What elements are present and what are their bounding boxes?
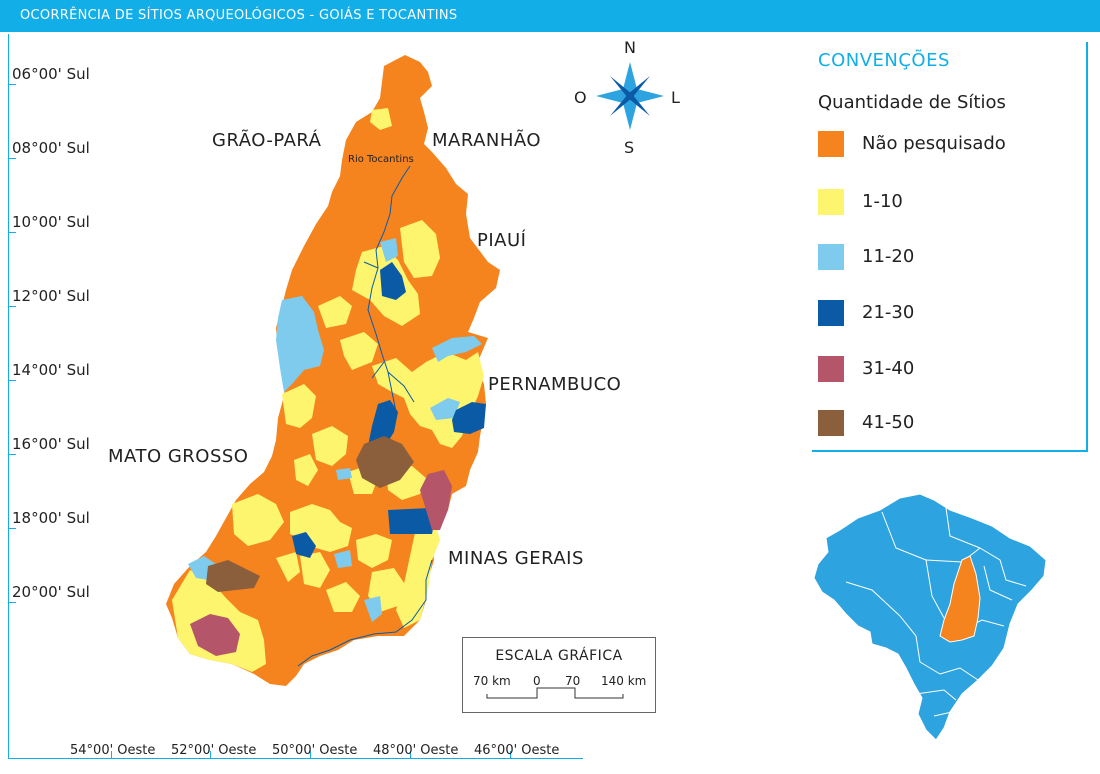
legend-subtitle: Quantidade de Sítios — [818, 92, 1006, 113]
region-label-pernambuco: PERNAMBUCO — [488, 374, 622, 395]
map-title: OCORRÊNCIA DE SÍTIOS ARQUEOLÓGICOS - GOI… — [20, 8, 458, 23]
lat-tick — [8, 232, 16, 233]
legend-label: Não pesquisado — [862, 133, 1006, 154]
legend-label: 21-30 — [862, 302, 915, 323]
river-label: Rio Tocantins — [348, 154, 414, 165]
lat-label: 20°00' Sul — [12, 583, 90, 601]
compass-north: N — [624, 38, 636, 57]
lat-label: 12°00' Sul — [12, 287, 90, 305]
scale-title: ESCALA GRÁFICA — [495, 648, 623, 664]
lat-tick — [8, 528, 16, 529]
longitude-axis — [8, 758, 583, 759]
scale-label: 70 km — [473, 674, 511, 688]
lat-label: 16°00' Sul — [12, 435, 90, 453]
lat-label: 10°00' Sul — [12, 213, 90, 231]
zones-31-40 — [190, 470, 452, 656]
compass-west: O — [574, 88, 587, 107]
legend-swatch — [818, 300, 844, 326]
region-label-piaui: PIAUÍ — [477, 230, 527, 251]
lon-tick — [210, 751, 211, 759]
lat-tick — [8, 84, 16, 85]
legend-swatch — [818, 410, 844, 436]
legend-title: CONVENÇÕES — [818, 50, 950, 71]
latitude-axis — [8, 34, 9, 759]
lon-tick — [410, 751, 411, 759]
scale-bar: ESCALA GRÁFICA 70 km 0 70 140 km — [462, 637, 656, 713]
scale-label: 0 — [533, 674, 541, 688]
lon-label: 50°00' Oeste — [272, 743, 358, 758]
lon-tick — [310, 751, 311, 759]
legend-swatch — [818, 189, 844, 215]
zones-11-20 — [188, 238, 482, 622]
compass-south: S — [624, 138, 635, 157]
legend-swatch — [818, 244, 844, 270]
lon-tick — [510, 751, 511, 759]
lat-label: 18°00' Sul — [12, 509, 90, 527]
lon-label: 46°00' Oeste — [474, 743, 560, 758]
lat-tick — [8, 158, 16, 159]
lat-label: 14°00' Sul — [12, 361, 90, 379]
lat-tick — [8, 454, 16, 455]
legend-label: 1-10 — [862, 191, 903, 212]
lat-tick — [8, 380, 16, 381]
compass-east: L — [671, 88, 680, 107]
scale-bar-graphic — [486, 687, 624, 699]
lon-label: 52°00' Oeste — [171, 743, 257, 758]
region-label-mato-grosso: MATO GROSSO — [108, 446, 249, 467]
lat-label: 06°00' Sul — [12, 65, 90, 83]
lat-tick — [8, 602, 16, 603]
legend-swatch — [818, 131, 844, 157]
region-label-maranhao: MARANHÃO — [432, 130, 542, 151]
title-bar: OCORRÊNCIA DE SÍTIOS ARQUEOLÓGICOS - GOI… — [0, 0, 1100, 32]
region-label-grao-para: GRÃO-PARÁ — [212, 130, 322, 151]
legend-label: 31-40 — [862, 358, 915, 379]
legend-label: 41-50 — [862, 412, 915, 433]
lon-label: 54°00' Oeste — [70, 743, 156, 758]
compass-icon — [596, 62, 664, 130]
legend-label: 11-20 — [862, 246, 915, 267]
lon-tick — [111, 751, 112, 759]
rivers — [297, 165, 433, 667]
lat-label: 08°00' Sul — [12, 139, 90, 157]
legend-swatch — [818, 356, 844, 382]
zones-21-30 — [292, 262, 486, 558]
zones-41-50 — [206, 436, 414, 592]
brazil-inset-map — [813, 493, 1047, 741]
scale-label: 70 — [565, 674, 581, 688]
lon-label: 48°00' Oeste — [373, 743, 459, 758]
region-label-minas-gerais: MINAS GERAIS — [448, 548, 584, 569]
lat-tick — [8, 306, 16, 307]
scale-label: 140 km — [601, 674, 647, 688]
legend: CONVENÇÕES Quantidade de Sítios Não pesq… — [812, 42, 1088, 452]
inset-goias-tocantins — [939, 555, 981, 643]
